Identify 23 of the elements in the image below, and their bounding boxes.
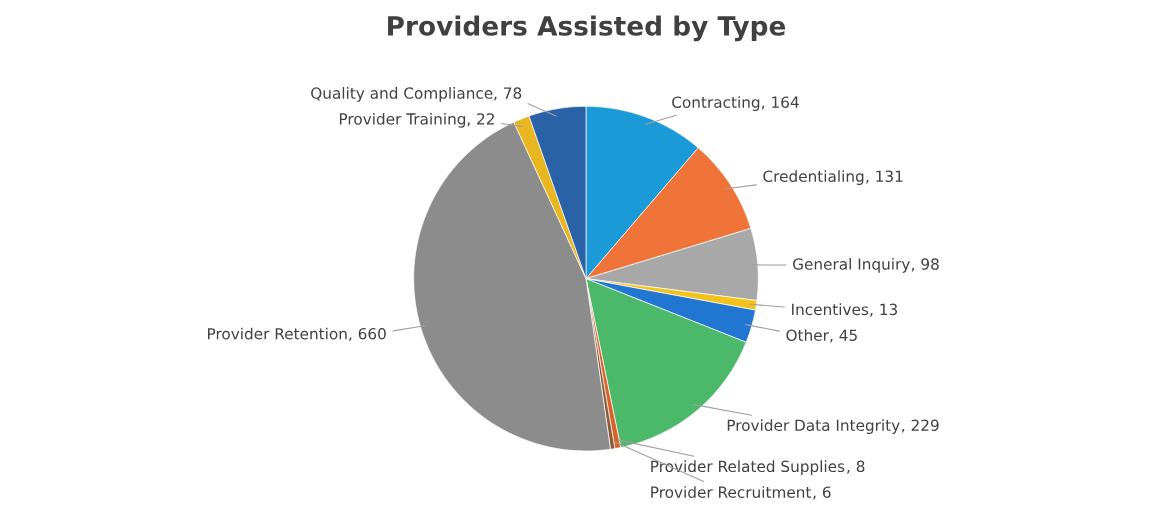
- slice-label: Provider Related Supplies: [651, 460, 845, 476]
- data-label: , 131: [866, 170, 903, 184]
- data-label: , 6: [813, 486, 831, 500]
- data-label: , 13: [870, 303, 897, 317]
- data-label: , 660: [349, 327, 386, 342]
- data-label: , 45: [830, 329, 857, 343]
- data-label: , 78: [494, 87, 522, 101]
- slice-label: Provider Recruitment: [651, 486, 812, 498]
- chart-title: Providers Assisted by Type: [388, 15, 786, 42]
- slice-label: Other: [786, 329, 829, 341]
- slice-label: Contracting: [672, 96, 760, 111]
- data-label: , 8: [847, 460, 865, 474]
- slice-label: Quality and Compliance: [311, 87, 493, 102]
- slice-label: Credentialing: [763, 170, 864, 185]
- slice-label: Provider Data Integrity: [727, 419, 900, 434]
- slice-label: Provider Training: [339, 112, 466, 128]
- data-label: , 229: [901, 419, 939, 433]
- data-label: , 98: [911, 258, 939, 272]
- slice-label: General Inquiry: [793, 257, 910, 273]
- slice-label: Incentives: [792, 303, 869, 316]
- slice-label: Provider Retention: [208, 327, 347, 340]
- data-label: , 164: [761, 96, 799, 110]
- data-label: , 22: [467, 113, 494, 127]
